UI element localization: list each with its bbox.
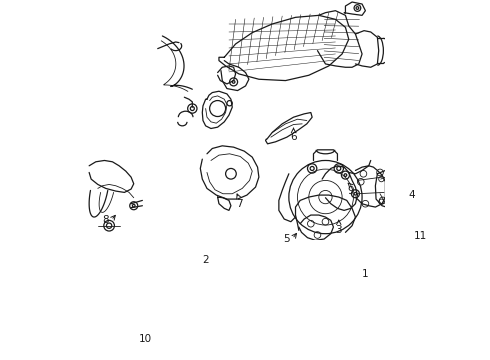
Text: 9: 9 xyxy=(347,186,354,196)
Text: 10: 10 xyxy=(139,334,152,344)
Text: 11: 11 xyxy=(414,231,427,241)
Text: 2: 2 xyxy=(202,255,209,265)
Text: 7: 7 xyxy=(236,199,242,209)
Text: 1: 1 xyxy=(362,269,368,279)
Text: 8: 8 xyxy=(102,215,109,225)
Text: 5: 5 xyxy=(284,234,290,244)
Text: 4: 4 xyxy=(409,190,416,200)
Text: 3: 3 xyxy=(336,225,342,235)
Text: 6: 6 xyxy=(290,132,297,142)
